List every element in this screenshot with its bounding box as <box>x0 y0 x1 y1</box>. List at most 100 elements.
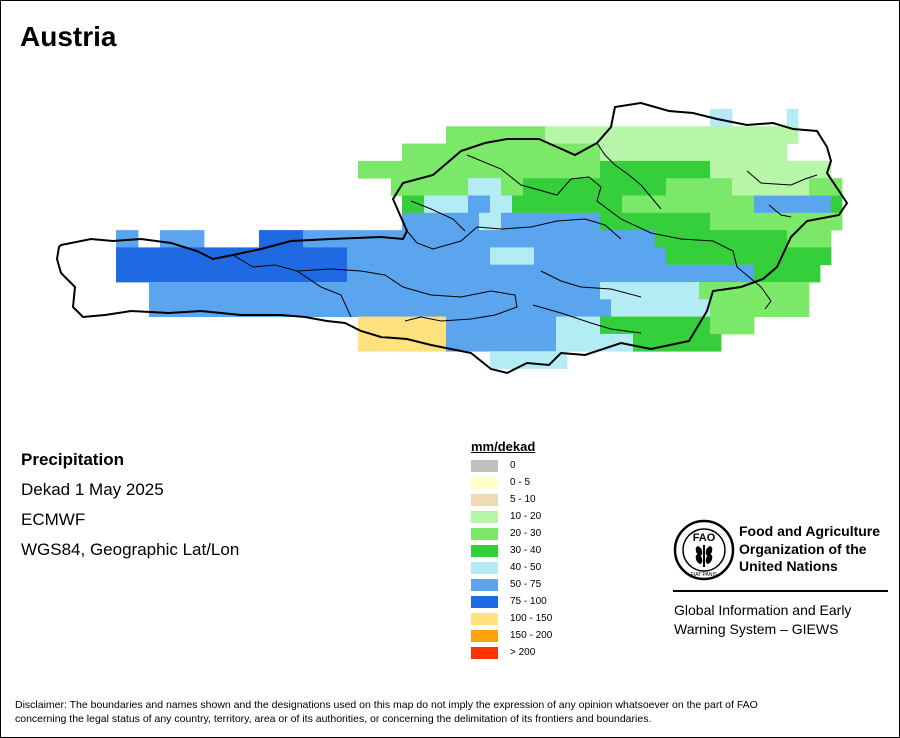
grid-cell <box>600 299 612 317</box>
grid-cell <box>732 230 744 248</box>
legend-item: 40 - 50 <box>471 559 552 576</box>
grid-cell <box>490 333 502 352</box>
grid-cell <box>622 247 634 266</box>
grid-cell <box>435 282 447 300</box>
grid-cell <box>204 264 216 283</box>
grid-cell <box>710 264 722 283</box>
grid-cell <box>710 212 722 231</box>
grid-cell <box>501 351 513 369</box>
grid-cell <box>578 178 590 196</box>
grid-cell <box>237 282 249 300</box>
grid-cell <box>567 282 579 300</box>
grid-cell <box>402 316 414 335</box>
grid-cell <box>578 333 590 352</box>
grid-cell <box>457 195 469 214</box>
grid-cell <box>655 264 667 283</box>
grid-cell <box>534 299 546 317</box>
grid-cell <box>336 264 348 283</box>
grid-cell <box>589 264 601 283</box>
grid-cell <box>567 195 579 214</box>
grid-cell <box>611 178 623 196</box>
grid-cell <box>204 299 216 317</box>
grid-cell <box>523 126 535 144</box>
grid-cell <box>622 264 634 283</box>
grid-cell <box>512 282 524 300</box>
grid-cell <box>589 333 601 352</box>
grid-cell <box>644 160 656 179</box>
grid-cell <box>578 212 590 231</box>
grid-cell <box>688 247 700 266</box>
grid-cell <box>468 316 480 335</box>
grid-cell <box>633 212 645 231</box>
grid-cell <box>644 282 656 300</box>
grid-cell <box>479 230 491 248</box>
grid-cell <box>765 143 777 162</box>
grid-cell <box>281 264 293 283</box>
grid-cell <box>259 264 271 283</box>
grid-cell <box>523 316 535 335</box>
grid-cell <box>710 316 722 335</box>
grid-cell <box>765 282 777 300</box>
grid-cell <box>556 264 568 283</box>
grid-cell <box>732 178 744 196</box>
grid-cell <box>468 178 480 196</box>
grid-cell <box>314 247 326 266</box>
grid-cell <box>479 333 491 352</box>
grid-cell <box>468 247 480 266</box>
grid-cell <box>534 126 546 144</box>
grid-cell <box>677 299 689 317</box>
grid-cell <box>424 160 436 179</box>
grid-cell <box>754 264 766 283</box>
disclaimer: Disclaimer: The boundaries and names sho… <box>15 698 885 726</box>
grid-cell <box>556 282 568 300</box>
grid-cell <box>589 178 601 196</box>
grid-cell <box>424 212 436 231</box>
grid-cell <box>666 333 678 352</box>
grid-cell <box>809 195 821 214</box>
legend-item: 75 - 100 <box>471 593 552 610</box>
grid-cell <box>688 178 700 196</box>
grid-cell <box>468 143 480 162</box>
grid-cell <box>666 178 678 196</box>
grid-cell <box>699 333 711 352</box>
legend-label: 0 <box>510 460 516 471</box>
grid-cell <box>424 264 436 283</box>
grid-cell <box>424 247 436 266</box>
grid-cell <box>743 178 755 196</box>
grid-cell <box>358 264 370 283</box>
grid-cell <box>259 230 271 248</box>
grid-cell <box>468 230 480 248</box>
grid-cell <box>776 230 788 248</box>
grid-cell <box>358 316 370 335</box>
grid-cell <box>798 195 810 214</box>
grid-cell <box>435 160 447 179</box>
grid-cell <box>281 247 293 266</box>
grid-cell <box>237 299 249 317</box>
grid-cell <box>435 247 447 266</box>
grid-cell <box>710 230 722 248</box>
grid-cell <box>424 333 436 352</box>
grid-cell <box>523 212 535 231</box>
grid-cell <box>655 178 667 196</box>
grid-cell <box>358 160 370 179</box>
grid-cell <box>347 264 359 283</box>
grid-cell <box>457 212 469 231</box>
grid-cell <box>787 212 799 231</box>
grid-cell <box>578 299 590 317</box>
grid-cell <box>820 160 832 179</box>
grid-cell <box>699 178 711 196</box>
grid-cell <box>655 195 667 214</box>
grid-cell <box>479 212 491 231</box>
grid-cell <box>523 333 535 352</box>
grid-cell <box>545 282 557 300</box>
grid-cell <box>490 264 502 283</box>
grid-cell <box>644 178 656 196</box>
grid-cell <box>446 143 458 162</box>
grid-cell <box>655 143 667 162</box>
grid-cell <box>611 230 623 248</box>
projection-label: WGS84, Geographic Lat/Lon <box>21 540 240 559</box>
grid-cell <box>721 109 733 127</box>
grid-cell <box>666 195 678 214</box>
grid-cell <box>468 333 480 352</box>
